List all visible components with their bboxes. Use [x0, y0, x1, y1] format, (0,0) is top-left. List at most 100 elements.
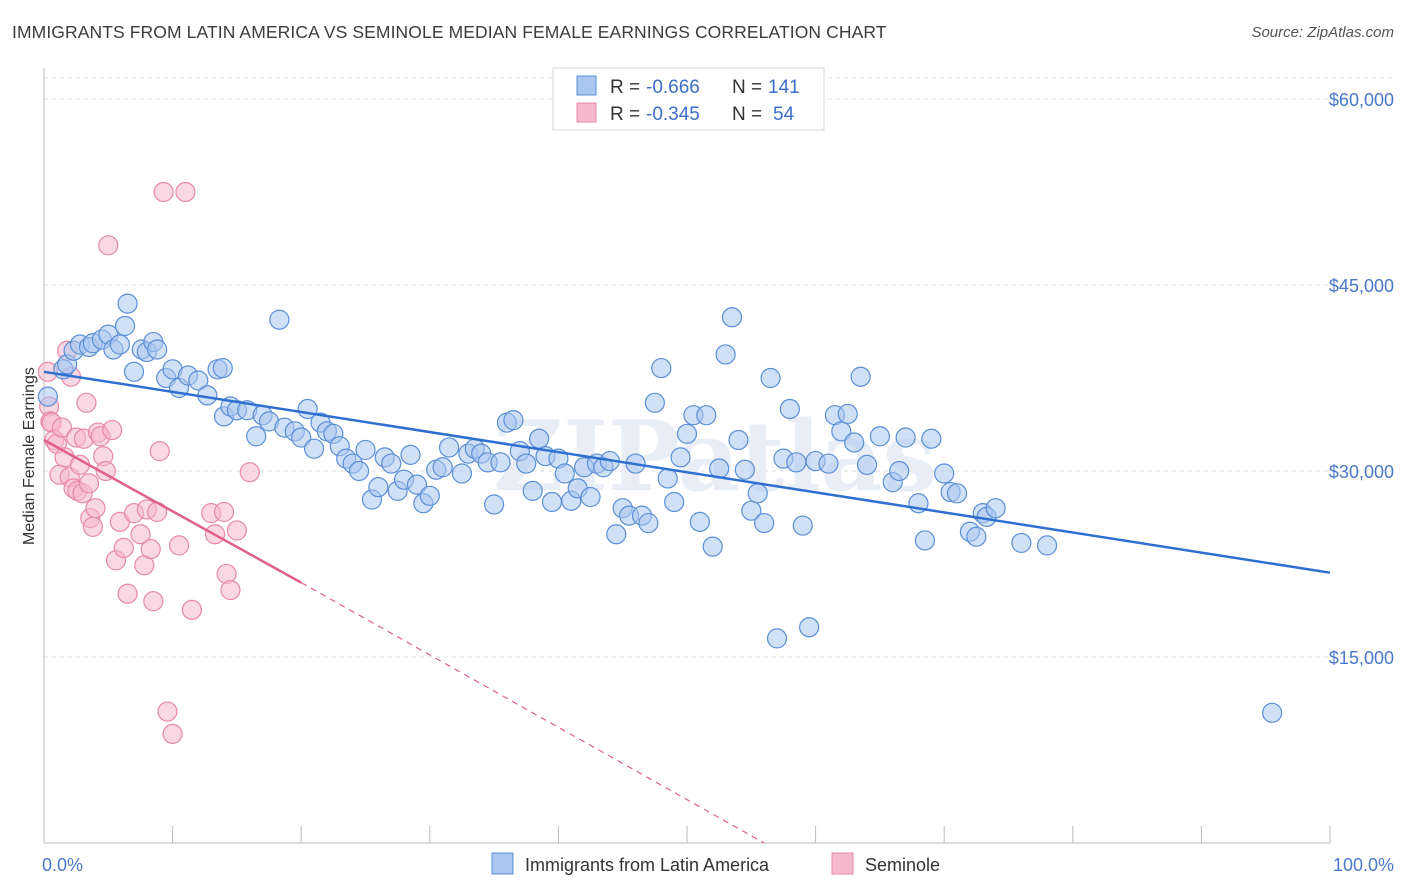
latin-america-point	[721, 307, 743, 328]
latin-america-point	[400, 444, 421, 465]
latin-america-point	[451, 463, 473, 484]
seminole-point	[85, 498, 106, 519]
latin-america-point	[438, 437, 460, 458]
latin-america-point	[269, 309, 290, 330]
series-immigrants-latin-america	[37, 293, 1283, 723]
legend-swatch-pink	[576, 102, 597, 123]
trend-lines	[43, 370, 1331, 844]
latin-america-point	[889, 460, 910, 482]
latin-america-point	[966, 526, 987, 547]
seminole-point	[102, 419, 123, 441]
latin-america-point	[123, 361, 145, 382]
trend-line-seminole	[43, 438, 302, 584]
latin-america-point	[837, 403, 858, 425]
latin-america-point	[188, 370, 209, 391]
seminole-point	[168, 535, 190, 556]
latin-america-point	[792, 515, 813, 536]
seminole-point	[157, 701, 178, 722]
seminole-point	[82, 516, 103, 537]
latin-america-point	[689, 511, 710, 532]
latin-america-point	[147, 339, 168, 360]
latin-america-point	[657, 468, 678, 489]
latin-america-point	[291, 427, 312, 448]
latin-america-point	[946, 483, 968, 504]
seminole-point	[149, 441, 170, 462]
seminole-point	[239, 462, 260, 483]
latin-america-point	[914, 530, 936, 551]
latin-america-point	[432, 457, 453, 478]
latin-america-point	[786, 452, 807, 473]
seminole-point	[213, 501, 235, 523]
latin-america-point	[702, 536, 723, 557]
latin-america-point	[856, 454, 878, 475]
latin-america-point	[1036, 535, 1058, 556]
seminole-point	[140, 539, 161, 560]
legend-swatch-blue	[576, 75, 597, 96]
latin-america-point	[381, 453, 402, 474]
y-tick-label: $45,000	[1329, 276, 1394, 296]
latin-america-point	[747, 483, 768, 504]
trend-line-latin-america	[43, 370, 1331, 574]
y-tick-label: $30,000	[1329, 462, 1394, 482]
latin-america-point	[638, 512, 659, 534]
latin-america-point	[606, 524, 627, 545]
seminole-point	[78, 473, 100, 494]
legend-n-value-1: 141	[768, 77, 800, 98]
latin-america-point	[522, 480, 543, 501]
latin-america-point	[766, 628, 788, 649]
x-tick-label-max: 100.0%	[1333, 855, 1394, 875]
latin-america-point	[644, 392, 665, 413]
seminole-point	[98, 235, 119, 256]
latin-america-point	[406, 474, 428, 495]
bottom-legend-swatch-blue	[491, 852, 514, 875]
legend-r-value-1: -0.666	[646, 77, 700, 98]
seminole-point	[220, 579, 241, 601]
bottom-legend-swatch-pink	[831, 852, 854, 875]
source-credit: Source: ZipAtlas.com	[1251, 24, 1394, 41]
latin-america-point	[818, 453, 839, 474]
latin-america-point	[670, 447, 691, 468]
latin-america-point	[651, 357, 672, 379]
legend-n-value-2: 54	[773, 104, 795, 125]
series-legend: Immigrants from Latin America Seminole	[491, 852, 940, 875]
seminole-point	[130, 524, 151, 545]
seminole-point	[143, 591, 164, 612]
latin-america-point	[503, 410, 524, 431]
y-tick-label: $15,000	[1329, 648, 1394, 668]
seminole-point	[162, 723, 183, 744]
latin-america-point	[1011, 532, 1032, 554]
latin-america-point	[985, 498, 1006, 519]
latin-america-point	[554, 463, 575, 484]
seminole-point	[153, 181, 174, 203]
latin-america-point	[580, 486, 601, 508]
latin-america-point	[541, 491, 563, 513]
latin-america-point	[921, 428, 942, 449]
seminole-point	[175, 181, 196, 203]
seminole-point	[181, 599, 202, 620]
latin-america-point	[303, 438, 325, 459]
latin-america-point	[741, 500, 762, 521]
latin-america-point	[109, 334, 130, 355]
seminole-point	[51, 417, 73, 438]
latin-america-point	[728, 429, 749, 451]
latin-america-point	[799, 617, 820, 638]
latin-america-point	[934, 463, 955, 484]
seminole-point	[226, 520, 247, 541]
series-seminole	[37, 181, 260, 744]
latin-america-point	[246, 426, 267, 447]
latin-america-point	[696, 405, 717, 426]
legend-n-label-1: N =	[732, 77, 762, 98]
seminole-point	[117, 583, 138, 604]
latin-america-point	[212, 357, 233, 379]
latin-america-point	[850, 366, 871, 387]
latin-america-point	[516, 453, 537, 474]
latin-america-point	[355, 439, 376, 461]
y-tick-labels: $15,000 $30,000 $45,000 $60,000	[1329, 90, 1394, 668]
legend-r-label-2: R =	[610, 104, 640, 125]
x-tick-label-min: 0.0%	[42, 855, 83, 875]
bottom-legend-label-1: Immigrants from Latin America	[525, 855, 770, 875]
latin-america-point	[895, 427, 916, 448]
legend-r-label-1: R =	[610, 77, 640, 98]
latin-america-point	[754, 512, 775, 534]
